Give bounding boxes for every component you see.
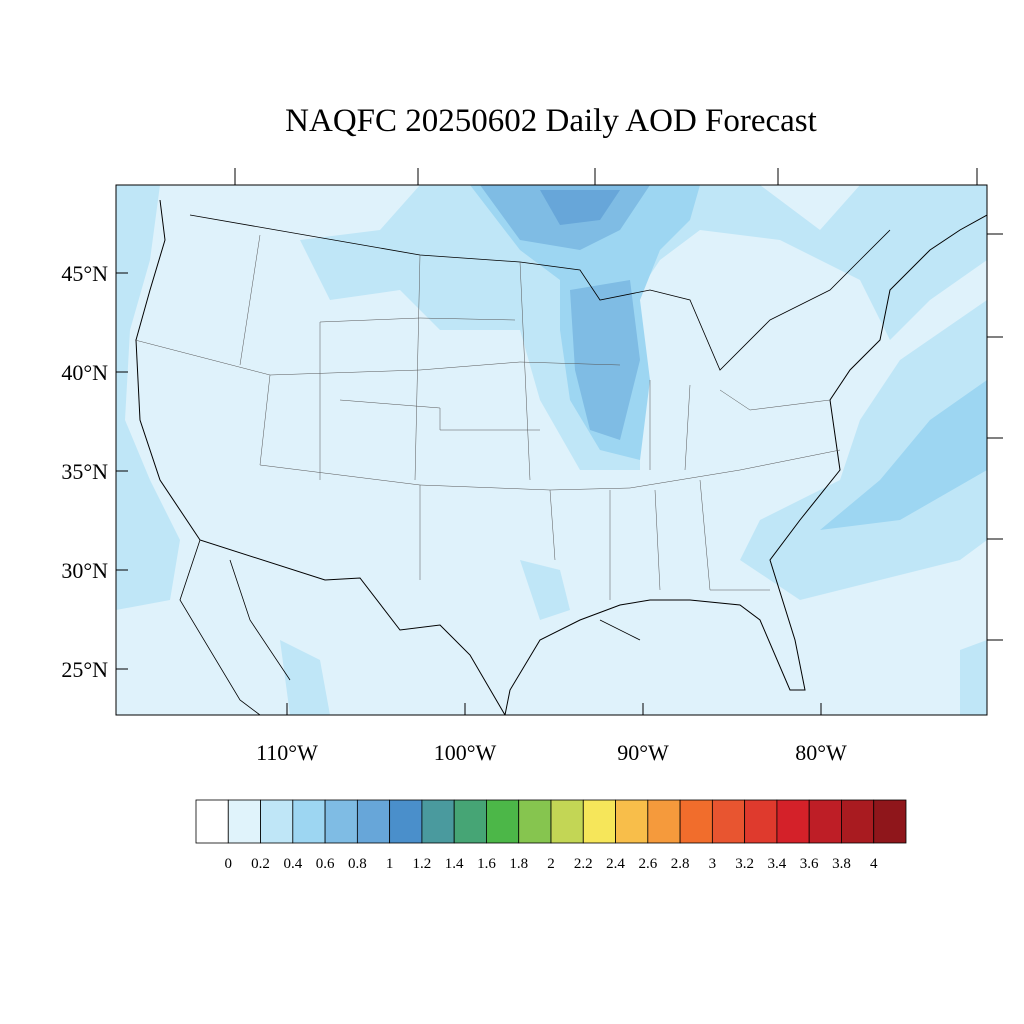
colorbar-box xyxy=(776,799,810,844)
colorbar-box xyxy=(808,799,842,844)
colorbar-box xyxy=(873,799,907,844)
colorbar-box xyxy=(421,799,455,844)
colorbar-label: 1.6 xyxy=(477,856,496,872)
state-lines xyxy=(134,234,841,600)
colorbar-label: 0 xyxy=(225,856,233,872)
lon-label: 80°W xyxy=(795,740,847,765)
colorbar-box xyxy=(582,799,616,844)
colorbar-label: 0.6 xyxy=(316,856,335,872)
lat-label: 35°N xyxy=(61,459,108,484)
colorbar-label: 2.8 xyxy=(671,856,690,872)
title: NAQFC 20250602 Daily AOD Forecast xyxy=(285,103,817,139)
colorbar-label: 2.6 xyxy=(638,856,657,872)
colorbar-label: 2 xyxy=(547,856,555,872)
colorbar-box xyxy=(260,799,294,844)
colorbar-label: 2.2 xyxy=(574,856,593,872)
axis-ticks: 45°N 40°N 35°N 30°N 25°N 110°W 100°W 90°W 80°W xyxy=(61,168,1003,765)
colorbar-label: 2.4 xyxy=(606,856,625,872)
colorbar-box xyxy=(679,799,713,844)
colorbar-box xyxy=(453,799,487,844)
colorbar-label: 1.2 xyxy=(413,856,432,872)
colorbar-box xyxy=(518,799,552,844)
colorbar-box xyxy=(550,799,584,844)
colorbar-label: 4 xyxy=(870,856,878,872)
border-north xyxy=(189,214,891,371)
field-lakes-dark xyxy=(480,185,650,440)
colorbar-label: 0.8 xyxy=(348,856,367,872)
colorbar-box xyxy=(647,799,681,844)
lat-label: 30°N xyxy=(61,558,108,583)
lat-label: 45°N xyxy=(61,261,108,286)
field-west-ocean xyxy=(116,185,180,610)
field-atlantic xyxy=(740,300,987,600)
field-atlantic-dark xyxy=(820,380,987,530)
colorbar-box xyxy=(841,799,875,844)
colorbar-label: 0.2 xyxy=(251,856,270,872)
colorbar-label: 1.8 xyxy=(509,856,528,872)
field-north xyxy=(300,185,987,470)
colorbar-box xyxy=(615,799,649,844)
colorbar-box xyxy=(292,799,326,844)
colorbar-label: 3.4 xyxy=(768,856,787,872)
lat-label: 40°N xyxy=(61,360,108,385)
colorbar-box xyxy=(195,799,229,844)
colorbar-label: 3.2 xyxy=(735,856,754,872)
lat-label: 25°N xyxy=(61,657,108,682)
lon-label: 100°W xyxy=(434,740,497,765)
colorbar-label: 1 xyxy=(386,856,394,872)
lon-label: 110°W xyxy=(256,740,318,765)
colorbar-label: 3.6 xyxy=(800,856,819,872)
colorbar-label: 0.4 xyxy=(283,856,302,872)
colorbar-label: 3 xyxy=(709,856,717,872)
colorbar-box xyxy=(324,799,358,844)
colorbar-label: 1.4 xyxy=(445,856,464,872)
colorbar-label: 3.8 xyxy=(832,856,851,872)
map-frame xyxy=(115,184,988,716)
colorbar-box xyxy=(227,799,261,844)
colorbar-box xyxy=(744,799,778,844)
colorbar-box xyxy=(486,799,520,844)
field-core xyxy=(540,190,620,225)
map-field xyxy=(116,185,987,715)
colorbar-box xyxy=(711,799,746,844)
colorbar-box xyxy=(389,799,423,844)
colorbar-box xyxy=(356,799,391,844)
lon-label: 90°W xyxy=(617,740,669,765)
colorbar: 0 0.2 0.4 0.6 0.8 1 1.2 1.4 1.6 1.8 2 2.2 2.4 2.6 2.8 3… xyxy=(195,799,907,872)
coastline-mexico xyxy=(179,539,641,715)
